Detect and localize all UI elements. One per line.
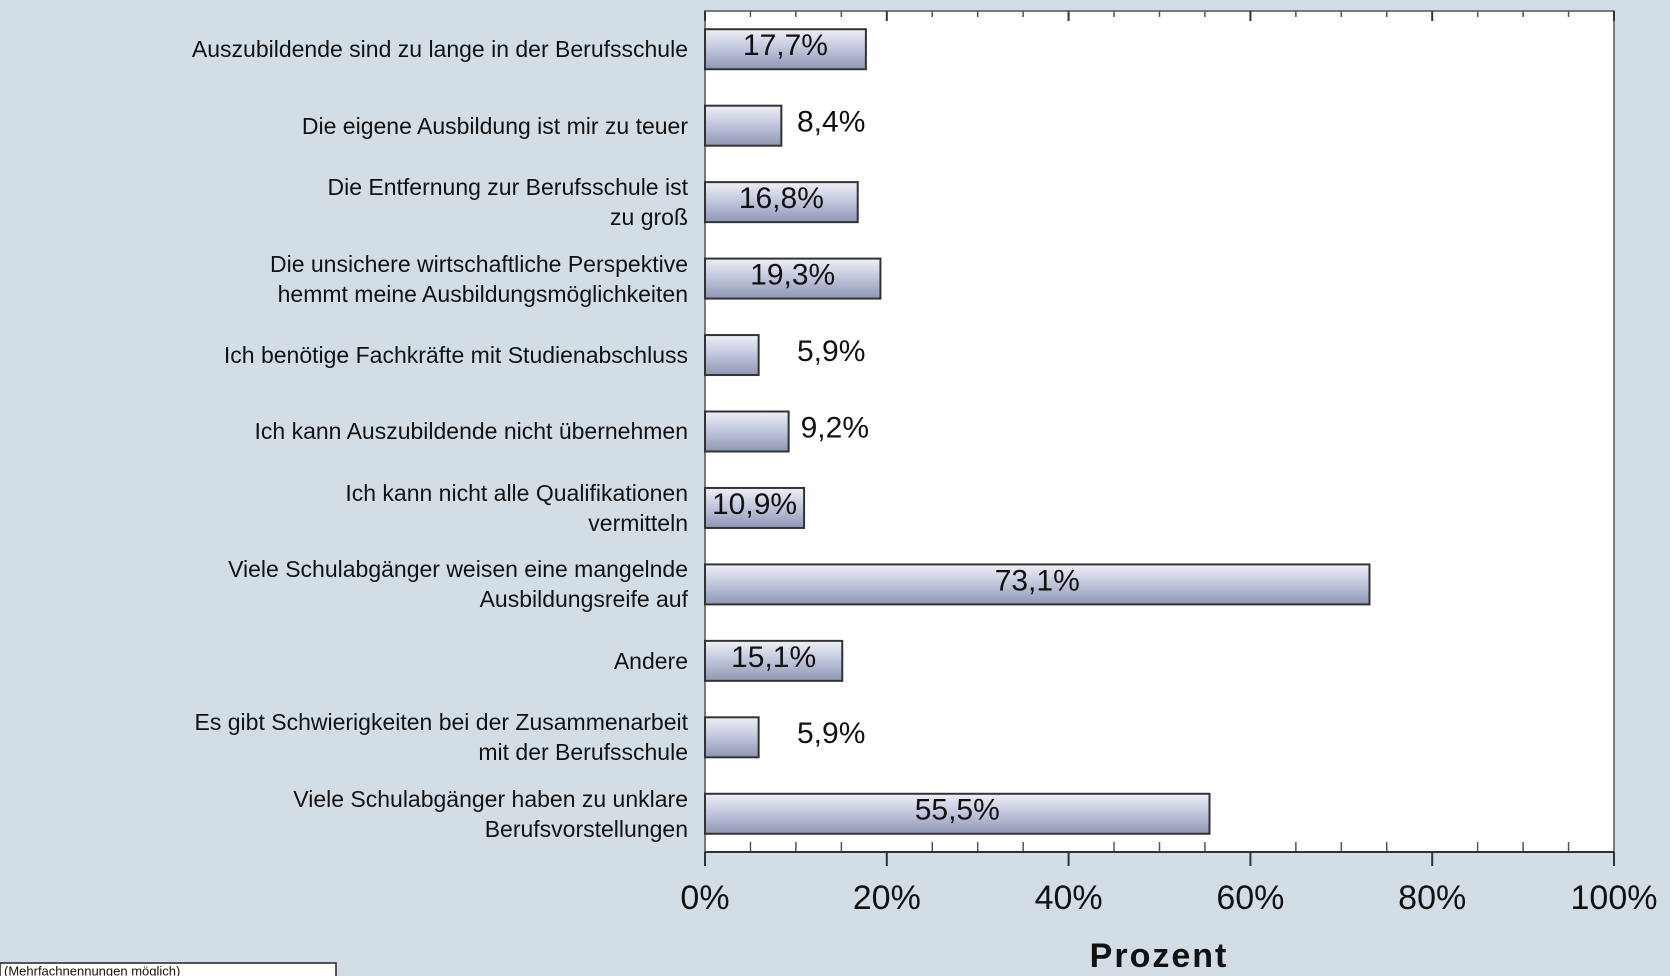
category-label-box: Ich benötige Fachkräfte mit Studienabsch… [223, 342, 688, 369]
category-label-box: Viele Schulabgänger haben zu unklare Ber… [293, 785, 688, 842]
y-tick-label: Ich kann nicht alle Qualifikationen verm… [345, 479, 688, 536]
value-label: 16,8% [739, 182, 824, 215]
x-tick-label: 40% [1035, 879, 1103, 917]
category-label-box: Es gibt Schwierigkeiten bei der Zusammen… [194, 709, 688, 766]
x-tick-label: 60% [1216, 879, 1284, 917]
category-label-box: Die Entfernung zur Berufsschule ist zu g… [327, 174, 688, 231]
y-tick-label: Es gibt Schwierigkeiten bei der Zusammen… [194, 709, 688, 766]
bar [704, 486, 806, 529]
value-label: 55,5% [915, 794, 1000, 827]
bar [704, 563, 1371, 606]
x-tick-label: 100% [1571, 879, 1658, 917]
x-tick-label: 20% [853, 879, 921, 917]
footnote: (Mehrfachnennungen möglich) [4, 963, 180, 976]
footnote-box [0, 962, 337, 976]
bar [704, 639, 844, 682]
bar [704, 257, 882, 300]
y-tick-label: Die eigene Ausbildung ist mir zu teuer [301, 112, 688, 139]
category-label-box: Viele Schulabgänger weisen eine mangelnd… [228, 556, 688, 613]
value-label: 73,1% [995, 564, 1080, 597]
value-label: 19,3% [750, 259, 835, 292]
value-label: 8,4% [797, 106, 865, 139]
bar [704, 334, 760, 377]
x-axis-title: Prozent [1090, 937, 1229, 975]
category-label-box: Die unsichere wirtschaftliche Perspektiv… [269, 250, 688, 307]
y-tick-label: Die unsichere wirtschaftliche Perspektiv… [269, 250, 688, 307]
value-label: 5,9% [797, 335, 865, 368]
category-label-box: Andere [613, 647, 688, 674]
category-label-box: Ich kann nicht alle Qualifikationen verm… [345, 479, 688, 536]
value-label: 17,7% [743, 29, 828, 62]
value-label: 5,9% [797, 717, 865, 750]
bar [704, 410, 790, 453]
y-tick-label: Viele Schulabgänger haben zu unklare Ber… [293, 785, 688, 842]
value-label: 15,1% [731, 641, 816, 674]
y-tick-label: Andere [613, 647, 688, 674]
y-tick-label: Ich benötige Fachkräfte mit Studienabsch… [223, 342, 688, 369]
plot-area [704, 10, 1615, 853]
x-tick-label: 0% [680, 879, 729, 917]
y-tick-label: Auszubildende sind zu lange in der Beruf… [191, 36, 688, 63]
bar [704, 28, 867, 71]
bar [704, 716, 760, 759]
value-label: 9,2% [801, 411, 869, 444]
x-tick-label: 80% [1398, 879, 1466, 917]
bar [704, 181, 859, 224]
bar [704, 792, 1211, 835]
value-label: 10,9% [712, 488, 797, 521]
category-label-box: Ich kann Auszubildende nicht übernehmen [254, 418, 688, 445]
y-tick-label: Die Entfernung zur Berufsschule ist zu g… [327, 174, 688, 231]
bar [704, 104, 783, 147]
category-label-box: Die eigene Ausbildung ist mir zu teuer [301, 112, 688, 139]
y-tick-label: Viele Schulabgänger weisen eine mangelnd… [228, 556, 688, 613]
y-tick-label: Ich kann Auszubildende nicht übernehmen [254, 418, 688, 445]
category-label-box: Auszubildende sind zu lange in der Beruf… [191, 36, 688, 63]
